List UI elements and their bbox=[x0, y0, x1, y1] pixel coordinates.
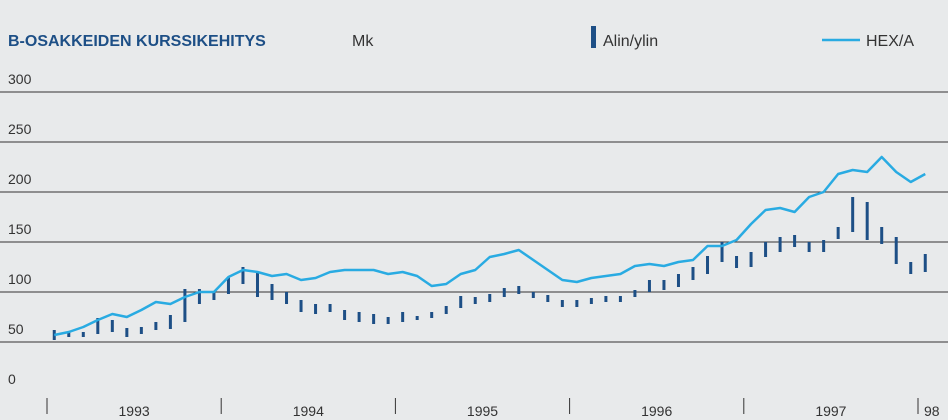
range-bar bbox=[720, 242, 724, 262]
legend-label: Alin/ylin bbox=[603, 33, 658, 50]
range-bar bbox=[299, 300, 303, 312]
range-bar bbox=[255, 272, 259, 297]
range-bar bbox=[502, 288, 506, 297]
range-bar bbox=[386, 317, 390, 324]
range-bar bbox=[139, 327, 143, 334]
range-bar bbox=[517, 286, 521, 294]
range-bar bbox=[647, 280, 651, 292]
x-tick-label: 1997 bbox=[815, 403, 846, 419]
range-bar bbox=[560, 300, 564, 307]
x-tick-label: 1993 bbox=[119, 403, 150, 419]
range-bar bbox=[575, 300, 579, 307]
range-bar bbox=[125, 328, 129, 337]
legend-swatch bbox=[591, 26, 596, 48]
range-bar bbox=[67, 332, 71, 337]
x-tick-label: 1995 bbox=[467, 403, 498, 419]
range-bar bbox=[618, 296, 622, 302]
range-bar bbox=[343, 310, 347, 320]
range-bar bbox=[110, 320, 114, 332]
range-bar bbox=[749, 252, 753, 267]
line-series bbox=[54, 155, 926, 337]
range-bar bbox=[822, 240, 826, 252]
range-bar bbox=[444, 306, 448, 314]
range-bar bbox=[314, 304, 318, 314]
range-bar bbox=[212, 292, 216, 300]
range-bar bbox=[401, 312, 405, 322]
range-bar bbox=[328, 304, 332, 312]
range-bar bbox=[851, 197, 855, 232]
range-bar bbox=[793, 235, 797, 247]
y-tick-label: 150 bbox=[8, 221, 32, 237]
range-bar bbox=[372, 314, 376, 324]
range-bar bbox=[633, 290, 637, 297]
range-bar bbox=[183, 289, 187, 322]
range-bar bbox=[909, 262, 913, 274]
y-tick-label: 200 bbox=[8, 171, 32, 187]
y-tick-label: 0 bbox=[8, 371, 16, 387]
range-bar bbox=[764, 242, 768, 257]
range-bar bbox=[923, 254, 927, 272]
y-tick-label: 300 bbox=[8, 71, 32, 87]
range-bar bbox=[589, 298, 593, 304]
legend: Alin/ylin HEX/A bbox=[591, 26, 914, 50]
x-tick-label: 1996 bbox=[641, 403, 672, 419]
range-bar bbox=[706, 256, 710, 274]
range-bar bbox=[531, 292, 535, 298]
x-tick-label: 1994 bbox=[293, 403, 324, 419]
range-bar bbox=[662, 280, 666, 290]
range-bar bbox=[735, 256, 739, 268]
range-bar bbox=[691, 267, 695, 280]
range-bar bbox=[430, 312, 434, 318]
range-bar bbox=[415, 316, 419, 320]
range-bar bbox=[96, 318, 100, 334]
range-bar bbox=[836, 227, 840, 239]
range-bar bbox=[604, 296, 608, 302]
range-bar bbox=[865, 202, 869, 240]
y-tick-label: 50 bbox=[8, 321, 24, 337]
range-bar bbox=[81, 332, 85, 337]
range-bar bbox=[473, 297, 477, 304]
y-tick-label: 250 bbox=[8, 121, 32, 137]
range-bar bbox=[226, 277, 230, 294]
range-bar bbox=[459, 296, 463, 308]
chart-title: B-OSAKKEIDEN KURSSIKEHITYS bbox=[8, 33, 266, 50]
range-bar bbox=[357, 312, 361, 322]
range-bar bbox=[168, 315, 172, 329]
range-bar bbox=[676, 274, 680, 287]
range-bar bbox=[778, 237, 782, 252]
range-bar bbox=[270, 284, 274, 300]
range-bar bbox=[197, 289, 201, 304]
range-bar bbox=[546, 295, 550, 302]
range-bar bbox=[285, 292, 289, 304]
y-tick-label: 100 bbox=[8, 271, 32, 287]
unit-label: Mk bbox=[352, 33, 374, 50]
range-bar bbox=[488, 294, 492, 302]
range-bar bbox=[154, 322, 158, 330]
x-tick-label: 98 bbox=[924, 403, 940, 419]
legend-label: HEX/A bbox=[866, 33, 914, 50]
range-bar bbox=[894, 237, 898, 264]
range-bar bbox=[807, 242, 811, 252]
range-bar bbox=[880, 227, 884, 244]
range-bar bbox=[241, 267, 245, 284]
